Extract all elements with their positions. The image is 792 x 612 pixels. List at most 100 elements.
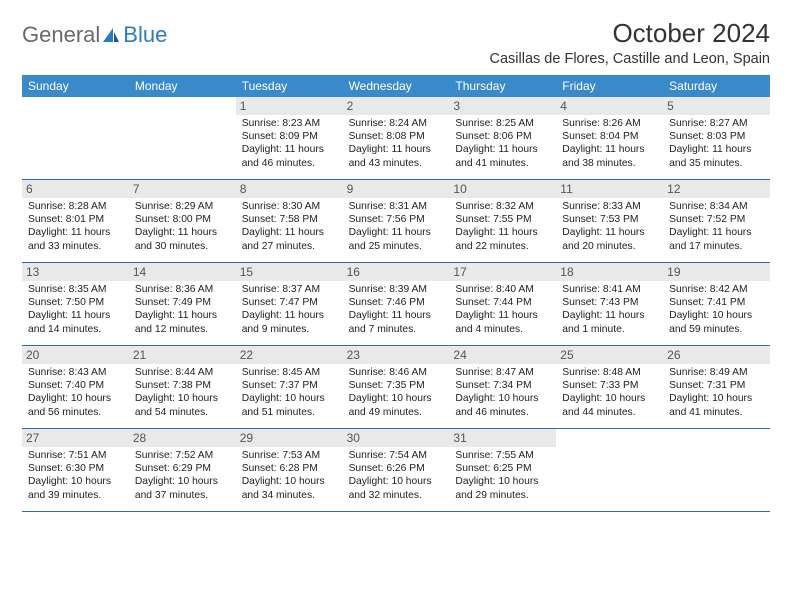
sunrise-text: Sunrise: 7:52 AM: [135, 449, 230, 462]
day-cell: 23Sunrise: 8:46 AMSunset: 7:35 PMDayligh…: [343, 346, 450, 428]
sunrise-text: Sunrise: 8:40 AM: [455, 283, 550, 296]
sunset-text: Sunset: 7:46 PM: [349, 296, 444, 309]
daylight-text: Daylight: 10 hours and 51 minutes.: [242, 392, 337, 418]
day-number: 17: [449, 263, 556, 281]
day-cell: .: [22, 97, 129, 179]
day-number: 23: [343, 346, 450, 364]
daylight-text: Daylight: 10 hours and 32 minutes.: [349, 475, 444, 501]
day-number: 21: [129, 346, 236, 364]
day-number: 18: [556, 263, 663, 281]
daylight-text: Daylight: 10 hours and 59 minutes.: [669, 309, 764, 335]
day-cell: 6Sunrise: 8:28 AMSunset: 8:01 PMDaylight…: [22, 180, 129, 262]
daylight-text: Daylight: 11 hours and 12 minutes.: [135, 309, 230, 335]
sunrise-text: Sunrise: 7:55 AM: [455, 449, 550, 462]
day-cell: 30Sunrise: 7:54 AMSunset: 6:26 PMDayligh…: [343, 429, 450, 511]
day-header: Friday: [556, 75, 663, 97]
day-number: 4: [556, 97, 663, 115]
day-number: 9: [343, 180, 450, 198]
sunrise-text: Sunrise: 7:54 AM: [349, 449, 444, 462]
sunset-text: Sunset: 7:38 PM: [135, 379, 230, 392]
day-cell: 28Sunrise: 7:52 AMSunset: 6:29 PMDayligh…: [129, 429, 236, 511]
sunset-text: Sunset: 7:35 PM: [349, 379, 444, 392]
sunrise-text: Sunrise: 8:37 AM: [242, 283, 337, 296]
day-header: Sunday: [22, 75, 129, 97]
week-row: 27Sunrise: 7:51 AMSunset: 6:30 PMDayligh…: [22, 429, 770, 512]
week-row: 13Sunrise: 8:35 AMSunset: 7:50 PMDayligh…: [22, 263, 770, 346]
day-number: 11: [556, 180, 663, 198]
sunrise-text: Sunrise: 8:31 AM: [349, 200, 444, 213]
title-block: October 2024 Casillas de Flores, Castill…: [490, 18, 770, 67]
day-number: 13: [22, 263, 129, 281]
sunset-text: Sunset: 6:29 PM: [135, 462, 230, 475]
logo-text-blue: Blue: [123, 22, 167, 48]
sunset-text: Sunset: 8:09 PM: [242, 130, 337, 143]
day-cell: 9Sunrise: 8:31 AMSunset: 7:56 PMDaylight…: [343, 180, 450, 262]
day-cell: 20Sunrise: 8:43 AMSunset: 7:40 PMDayligh…: [22, 346, 129, 428]
sunrise-text: Sunrise: 8:45 AM: [242, 366, 337, 379]
sunrise-text: Sunrise: 8:32 AM: [455, 200, 550, 213]
day-cell: 4Sunrise: 8:26 AMSunset: 8:04 PMDaylight…: [556, 97, 663, 179]
sunset-text: Sunset: 7:34 PM: [455, 379, 550, 392]
sunrise-text: Sunrise: 8:43 AM: [28, 366, 123, 379]
daylight-text: Daylight: 10 hours and 34 minutes.: [242, 475, 337, 501]
day-cell: 8Sunrise: 8:30 AMSunset: 7:58 PMDaylight…: [236, 180, 343, 262]
day-cell: 21Sunrise: 8:44 AMSunset: 7:38 PMDayligh…: [129, 346, 236, 428]
day-cell: 29Sunrise: 7:53 AMSunset: 6:28 PMDayligh…: [236, 429, 343, 511]
sunset-text: Sunset: 6:26 PM: [349, 462, 444, 475]
daylight-text: Daylight: 10 hours and 39 minutes.: [28, 475, 123, 501]
sunrise-text: Sunrise: 8:27 AM: [669, 117, 764, 130]
day-cell: 11Sunrise: 8:33 AMSunset: 7:53 PMDayligh…: [556, 180, 663, 262]
daylight-text: Daylight: 11 hours and 1 minute.: [562, 309, 657, 335]
sunrise-text: Sunrise: 8:34 AM: [669, 200, 764, 213]
sunrise-text: Sunrise: 7:51 AM: [28, 449, 123, 462]
logo: General Blue: [22, 18, 167, 48]
sunrise-text: Sunrise: 8:36 AM: [135, 283, 230, 296]
day-cell: 17Sunrise: 8:40 AMSunset: 7:44 PMDayligh…: [449, 263, 556, 345]
day-cell: 12Sunrise: 8:34 AMSunset: 7:52 PMDayligh…: [663, 180, 770, 262]
logo-sail-icon: [101, 26, 121, 44]
sunset-text: Sunset: 7:33 PM: [562, 379, 657, 392]
sunset-text: Sunset: 7:47 PM: [242, 296, 337, 309]
daylight-text: Daylight: 11 hours and 14 minutes.: [28, 309, 123, 335]
day-number: 25: [556, 346, 663, 364]
sunrise-text: Sunrise: 8:33 AM: [562, 200, 657, 213]
sunset-text: Sunset: 7:41 PM: [669, 296, 764, 309]
day-header: Tuesday: [236, 75, 343, 97]
daylight-text: Daylight: 10 hours and 46 minutes.: [455, 392, 550, 418]
day-number: 7: [129, 180, 236, 198]
daylight-text: Daylight: 11 hours and 35 minutes.: [669, 143, 764, 169]
daylight-text: Daylight: 11 hours and 41 minutes.: [455, 143, 550, 169]
daylight-text: Daylight: 11 hours and 7 minutes.: [349, 309, 444, 335]
day-cell: 31Sunrise: 7:55 AMSunset: 6:25 PMDayligh…: [449, 429, 556, 511]
location-text: Casillas de Flores, Castille and Leon, S…: [490, 51, 770, 67]
daylight-text: Daylight: 10 hours and 44 minutes.: [562, 392, 657, 418]
sunset-text: Sunset: 7:52 PM: [669, 213, 764, 226]
sunset-text: Sunset: 8:06 PM: [455, 130, 550, 143]
day-number: 14: [129, 263, 236, 281]
daylight-text: Daylight: 10 hours and 41 minutes.: [669, 392, 764, 418]
day-number: 12: [663, 180, 770, 198]
daylight-text: Daylight: 11 hours and 22 minutes.: [455, 226, 550, 252]
day-header: Thursday: [449, 75, 556, 97]
day-cell: 25Sunrise: 8:48 AMSunset: 7:33 PMDayligh…: [556, 346, 663, 428]
daylight-text: Daylight: 11 hours and 43 minutes.: [349, 143, 444, 169]
sunset-text: Sunset: 6:28 PM: [242, 462, 337, 475]
day-cell: 15Sunrise: 8:37 AMSunset: 7:47 PMDayligh…: [236, 263, 343, 345]
day-number: 8: [236, 180, 343, 198]
day-number: 27: [22, 429, 129, 447]
day-cell: .: [556, 429, 663, 511]
day-header: Wednesday: [343, 75, 450, 97]
sunset-text: Sunset: 7:49 PM: [135, 296, 230, 309]
day-cell: 26Sunrise: 8:49 AMSunset: 7:31 PMDayligh…: [663, 346, 770, 428]
header: General Blue October 2024 Casillas de Fl…: [22, 18, 770, 67]
sunrise-text: Sunrise: 8:47 AM: [455, 366, 550, 379]
sunrise-text: Sunrise: 8:46 AM: [349, 366, 444, 379]
day-cell: .: [129, 97, 236, 179]
sunset-text: Sunset: 7:40 PM: [28, 379, 123, 392]
day-number: 5: [663, 97, 770, 115]
sunset-text: Sunset: 7:43 PM: [562, 296, 657, 309]
sunset-text: Sunset: 7:53 PM: [562, 213, 657, 226]
day-cell: 24Sunrise: 8:47 AMSunset: 7:34 PMDayligh…: [449, 346, 556, 428]
week-row: ..1Sunrise: 8:23 AMSunset: 8:09 PMDaylig…: [22, 97, 770, 180]
sunrise-text: Sunrise: 8:41 AM: [562, 283, 657, 296]
